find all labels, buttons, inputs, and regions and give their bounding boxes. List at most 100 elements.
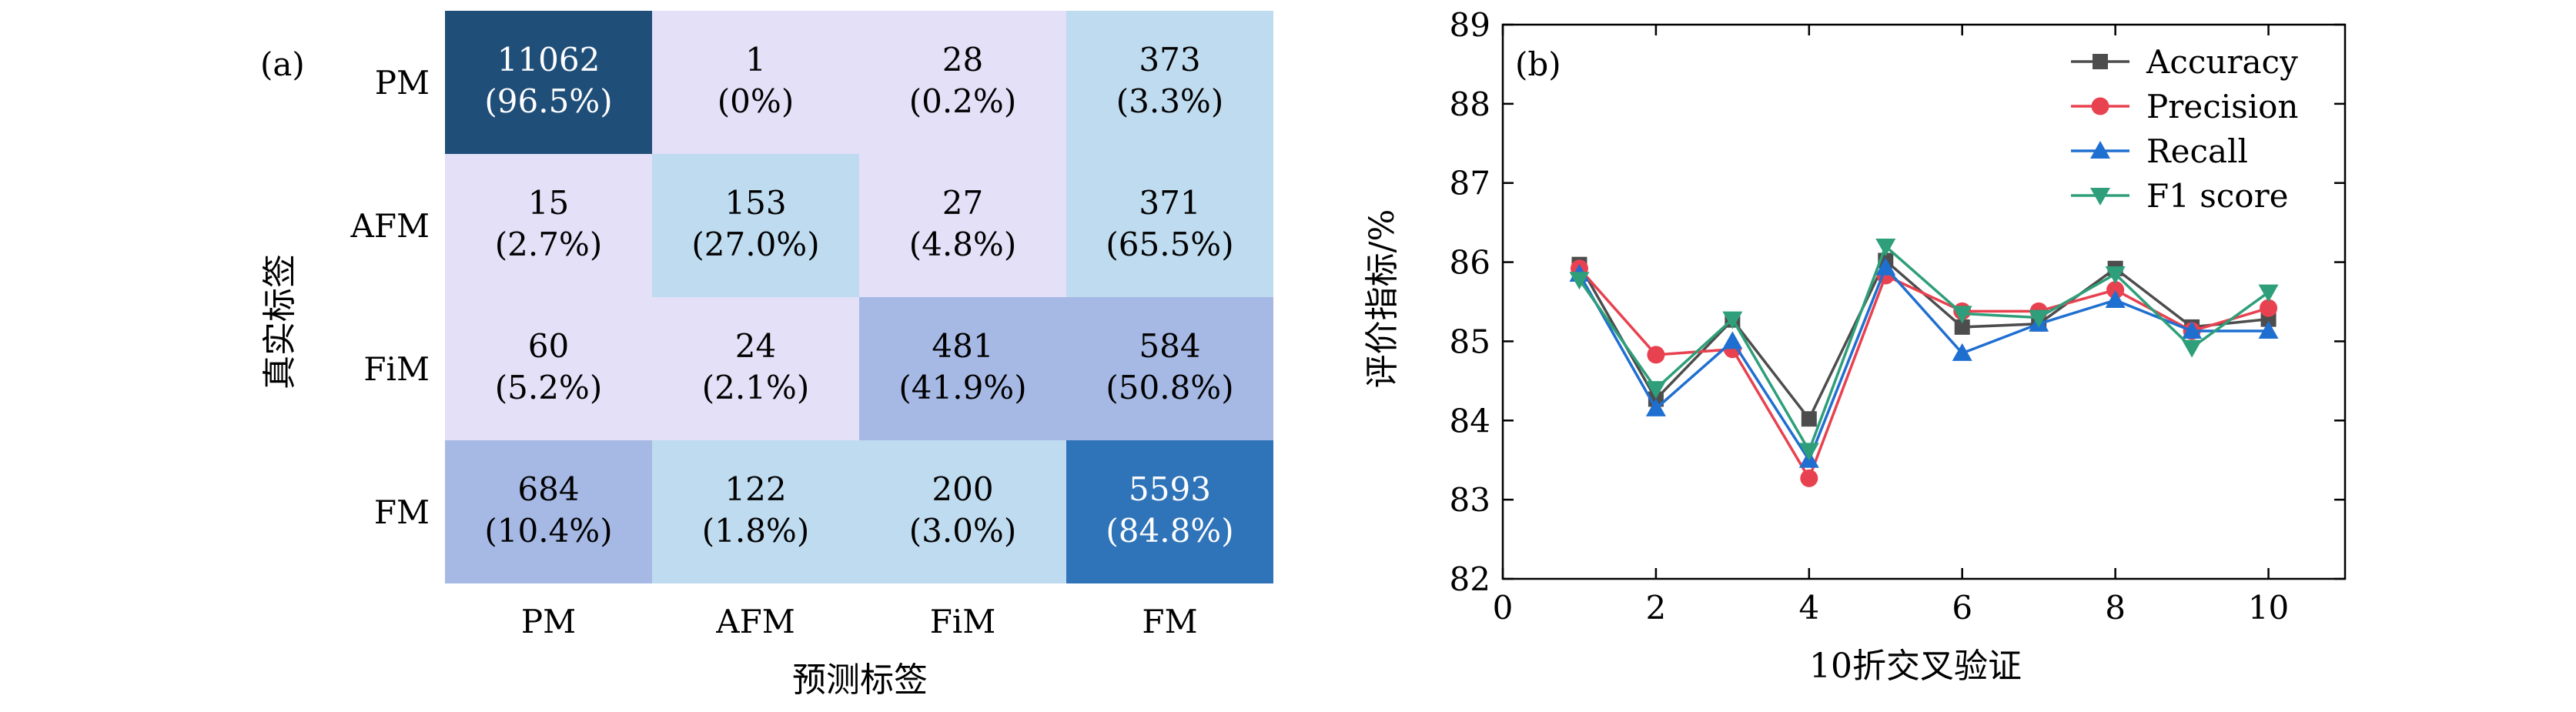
cell-count-label: 11062 (497, 41, 601, 79)
data-point-triangle-up (2090, 141, 2110, 159)
heatmap-cell (445, 440, 652, 583)
legend-label: F1 score (2146, 177, 2289, 215)
cell-percent-label: (0%) (718, 82, 794, 120)
heatmap-col-tick-label: FM (1142, 603, 1197, 640)
heatmap-col-tick-label: FiM (930, 603, 996, 640)
heatmap-row-tick-label: FiM (363, 350, 430, 388)
cell-percent-label: (5.2%) (495, 369, 602, 406)
data-point-triangle-up (1952, 343, 1972, 361)
y-tick-label: 89 (1450, 6, 1490, 44)
series-group (1569, 239, 2279, 461)
cell-count-label: 15 (528, 184, 569, 222)
cell-count-label: 5593 (1129, 470, 1211, 508)
data-point-triangle-down (2105, 266, 2126, 284)
y-tick-label: 87 (1450, 165, 1490, 202)
data-point-triangle-up (1645, 398, 1666, 416)
heatmap-cell (859, 297, 1066, 440)
heatmap-y-axis-label: 真实标签 (260, 254, 299, 389)
data-point-triangle-up (2182, 321, 2203, 339)
data-point-triangle-down (1798, 443, 1819, 461)
cell-count-label: 24 (735, 327, 776, 365)
data-point-triangle-up (2258, 321, 2279, 339)
data-point-triangle-down (1875, 239, 1896, 256)
cell-count-label: 122 (724, 470, 786, 508)
heatmap-cell (652, 297, 859, 440)
legend: Accuracy Precision Recall F1 score (2071, 43, 2298, 215)
data-point-triangle-down (1952, 306, 1972, 324)
y-tick-label: 84 (1450, 402, 1490, 440)
x-tick-label: 6 (1952, 589, 1972, 627)
x-tick-label: 10 (2248, 589, 2289, 627)
cell-count-label: 153 (724, 184, 786, 222)
y-tick-label: 86 (1450, 244, 1490, 282)
cell-percent-label: (10.4%) (484, 512, 612, 550)
heatmap-row-tick-label: PM (375, 64, 430, 102)
heatmap-cell (1066, 440, 1273, 583)
data-point-triangle-down (1722, 311, 1743, 329)
series-line (1577, 265, 2269, 463)
cell-count-label: 371 (1139, 184, 1200, 222)
y-tick-label: 82 (1450, 560, 1490, 598)
data-point-circle (2106, 281, 2125, 299)
line-y-axis-label: 评价指标/% (1363, 209, 1402, 389)
cell-percent-label: (3.0%) (909, 512, 1016, 550)
y-tick-label: 83 (1450, 481, 1490, 519)
data-point-square (1954, 319, 1970, 335)
cell-percent-label: (2.7%) (495, 226, 602, 263)
data-point-triangle-down (1645, 381, 1666, 399)
plot-frame (1501, 23, 2347, 580)
confusion-matrix-panel: (a) 11062(96.5%) 1(0%) 28(0.2%) 373(3.3%) 15… (260, 11, 1273, 700)
legend-label: Recall (2146, 132, 2248, 170)
legend-label: Accuracy (2146, 43, 2298, 81)
cell-percent-label: (4.8%) (909, 226, 1016, 263)
data-point-triangle-up (1875, 257, 1896, 276)
data-point-triangle-down (2258, 284, 2279, 303)
cell-count-label: 28 (942, 41, 983, 79)
data-point-circle (1800, 469, 1818, 487)
data-point-triangle-down (2182, 339, 2203, 358)
data-point-triangle-up (1722, 331, 1743, 349)
heatmap-x-axis-label: 预测标签 (792, 660, 928, 700)
heatmap-cell (1066, 11, 1273, 154)
cell-count-label: 27 (942, 184, 983, 222)
heatmap-cell (1066, 297, 1273, 440)
cell-count-label: 1 (745, 41, 766, 79)
data-point-triangle-up (2105, 289, 2126, 308)
cell-count-label: 60 (528, 327, 569, 365)
data-point-square (1801, 411, 1817, 427)
heatmap-col-tick-label: AFM (715, 603, 795, 640)
data-point-triangle-down (2090, 188, 2110, 206)
heatmap-cell (859, 440, 1066, 583)
cell-percent-label: (65.5%) (1106, 226, 1233, 263)
x-tick-label: 8 (2105, 589, 2126, 627)
heatmap-cell (652, 440, 859, 583)
line-x-axis-label: 10折交叉验证 (1809, 647, 2022, 686)
heatmap-cell (445, 297, 652, 440)
series-line (1578, 244, 2270, 454)
panel-label-a: (a) (260, 45, 305, 83)
cell-count-label: 200 (932, 470, 993, 508)
line-chart-panel: 0 2 4 6 8 10 82 83 84 85 86 87 88 89 (b) 10折交叉验证 评价指标… (1363, 6, 2347, 686)
heatmap-row-tick-label: AFM (350, 207, 430, 245)
cell-percent-label: (96.5%) (484, 82, 612, 120)
heatmap-cell (445, 154, 652, 297)
series-group (1569, 257, 2279, 468)
data-point-circle (2260, 299, 2278, 317)
series-line (1577, 258, 2269, 422)
panel-label-b: (b) (1515, 45, 1561, 83)
legend-label: Precision (2146, 88, 2298, 125)
data-point-triangle-down (1569, 272, 1590, 290)
cell-percent-label: (2.1%) (702, 369, 809, 406)
cell-count-label: 684 (517, 470, 579, 508)
heatmap-cell (445, 11, 652, 154)
cell-percent-label: (3.3%) (1116, 82, 1223, 120)
cell-percent-label: (1.8%) (702, 512, 809, 550)
cell-percent-label: (27.0%) (691, 226, 819, 263)
y-tick-label: 88 (1450, 85, 1490, 123)
heatmap-cell (859, 154, 1066, 297)
heatmap-cell (1066, 154, 1273, 297)
data-point-triangle-down (2029, 309, 2049, 328)
heatmap-cell (652, 154, 859, 297)
cell-percent-label: (41.9%) (898, 369, 1026, 406)
cell-count-label: 481 (932, 327, 993, 365)
